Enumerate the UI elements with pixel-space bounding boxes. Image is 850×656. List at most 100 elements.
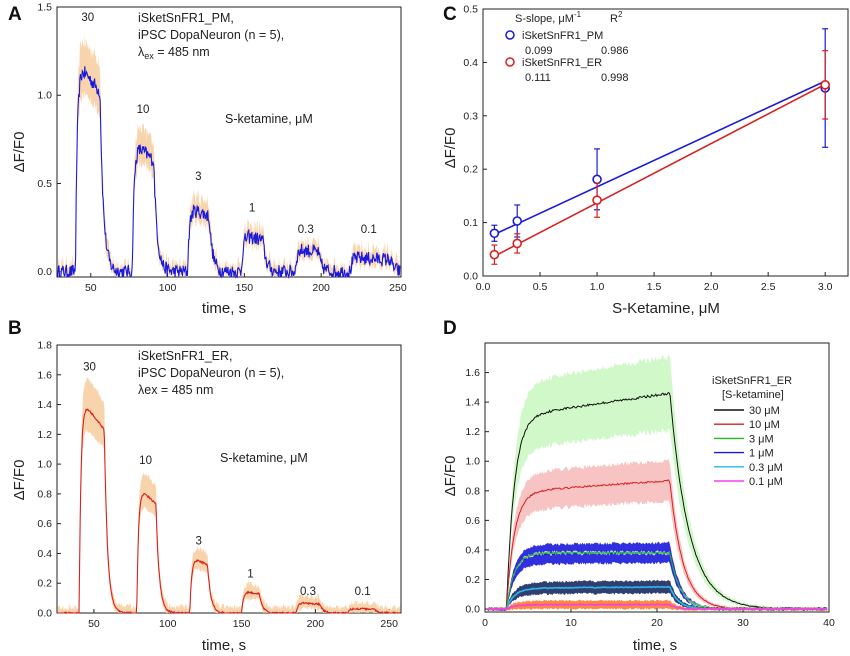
panel-d-legend-label: 3 μM	[749, 433, 774, 445]
panel-a-title-line-2: iPSC DopaNeuron (n = 5),	[138, 28, 284, 42]
panel-b-pulse-label: 10	[139, 455, 152, 467]
panel-d-x-tick-label: 10	[565, 617, 577, 629]
panel-b-pulse-label: 30	[83, 361, 96, 373]
panel-a-plot: 50 100 150 200 250 0.0 0.5 1.0 1.5 30 10 3 1 0.3 0.1	[37, 2, 406, 295]
panel-d-y-tick-label: 0.6	[465, 515, 480, 527]
panel-d-y-axis-label: ΔF/F0	[442, 456, 459, 497]
panel-c-data-point	[820, 80, 830, 90]
panel-b-pulse-label: 0.1	[355, 586, 371, 598]
panel-c-legend-slope-er: 0.111	[525, 72, 551, 84]
panel-c-data-point	[592, 174, 602, 185]
panel-d-y-tick-label: 1.2	[465, 426, 480, 438]
panel-d-x-axis-label: time, s	[633, 637, 677, 654]
panel-a-y-axis-label: ΔF/F0	[11, 132, 28, 173]
panel-a-frame	[56, 6, 402, 278]
panel-d-x-tick-label: 40	[823, 617, 835, 629]
panel-d-y-tick-label: 0.4	[465, 544, 480, 556]
panel-a: A 50 100 150 200 250 0.0 0.5 1.0 1.5 30 10 3 1 0.3 0.1…	[8, 2, 407, 318]
panel-a-pulse-label: 0.3	[298, 224, 314, 236]
panel-c-y-axis-label: ΔF/F0	[442, 128, 459, 169]
panel-b-y-tick-label: 1.4	[37, 399, 52, 411]
panel-d-y-tick-label: 0.8	[465, 485, 480, 497]
panel-b-y-tick-label: 0.8	[37, 488, 52, 500]
panel-b-plot: 50 100 150 200 250 0.0 0.2 0.4 0.6 0.8 1.0 1.2 1.4 1.…	[37, 340, 402, 630]
panel-b-pulse-label: 1	[247, 568, 253, 580]
panel-b-x-tick-label: 200	[307, 618, 325, 630]
panel-c-legend-slope-pm: 0.099	[525, 45, 553, 57]
panel-a-pulse-label: 3	[195, 171, 201, 183]
panel-c-data-point	[512, 238, 523, 249]
panel-a-x-tick-label: 150	[236, 282, 254, 294]
panel-b-x-tick-label: 150	[233, 618, 251, 630]
panel-d-band-3	[487, 541, 828, 612]
panel-a-lambda: λex = 485 nm	[138, 45, 210, 61]
panel-letter-c: C	[443, 4, 457, 25]
panel-c-y-tick-label: 0.4	[463, 57, 478, 69]
panel-c-x-tick-label: 2.0	[704, 281, 719, 293]
panel-a-pulse-label: 30	[81, 12, 94, 24]
panel-d: D 0 10 20 30 40 0.0 0.2 0.4 0.6 0.8 1.0 1.2 1.4 1.6 i…	[442, 318, 835, 654]
panel-letter-b: B	[8, 318, 22, 339]
panel-c-frame	[482, 8, 849, 277]
panel-d-legend-title-2: [S-ketamine]	[722, 389, 784, 401]
panel-b-x-axis-label: time, s	[202, 637, 246, 654]
panel-c-fit-line-0	[494, 80, 826, 236]
panel-b-y-tick-label: 0.6	[37, 518, 52, 530]
panel-c-data-point	[592, 195, 602, 205]
panel-a-x-tick-label: 100	[159, 282, 177, 294]
panel-b-title-line-2: iPSC DopaNeuron (n = 5),	[138, 366, 284, 380]
panel-b-pulse-label: 3	[196, 536, 202, 548]
panel-c-legend-r2-pm: 0.986	[601, 45, 629, 57]
panel-a-y-tick-label: 1.5	[37, 2, 52, 14]
panel-d-x-tick-label: 30	[737, 617, 749, 629]
panel-c-x-tick-label: 1.0	[590, 281, 605, 293]
panel-b-title-line-1: iSketSnFR1_ER,	[138, 349, 232, 363]
panel-c-x-tick-label: 2.5	[761, 281, 776, 293]
panel-c: C 0.0 0.5 1.0 1.5 2.0 2.5 3.00.00.10.20.30.40.…	[442, 4, 849, 317]
panel-d-legend: 30 μM 10 μM 3 μM 1 μM 0.3 μM 0.1 μM	[714, 405, 783, 488]
panel-d-trace-5	[487, 603, 828, 611]
panel-d-legend-label: 10 μM	[749, 419, 780, 431]
panel-d-legend-label: 30 μM	[749, 405, 780, 417]
panel-b-y-tick-label: 1.0	[37, 459, 52, 471]
panel-c-legend-name-er: iSketSnFR1_ER	[522, 57, 602, 69]
panel-d-x-tick-label: 0	[482, 617, 488, 629]
panel-d-legend-title-1: iSketSnFR1_ER	[712, 375, 792, 387]
panel-b-y-tick-label: 0.0	[37, 608, 52, 620]
panel-a-x-axis-label: time, s	[202, 300, 246, 317]
panel-d-legend-label: 0.3 μM	[749, 462, 783, 474]
panel-b-trace	[57, 408, 401, 615]
panel-a-y-tick-label: 0.5	[37, 178, 52, 190]
panel-c-y-tick-label: 0.3	[463, 110, 478, 122]
panel-b-y-tick-label: 0.2	[37, 578, 52, 590]
panel-d-y-tick-label: 1.6	[465, 367, 480, 379]
panel-c-y-tick-label: 0.5	[463, 4, 478, 16]
panel-c-x-axis-label: S-Ketamine, μM	[612, 300, 720, 317]
panel-c-data-point	[489, 228, 500, 239]
panel-a-pulse-label: 1	[249, 203, 255, 215]
panel-d-y-tick-label: 0.0	[465, 604, 480, 616]
panel-d-plot: 0 10 20 30 40 0.0 0.2 0.4 0.6 0.8 1.0 1.2 1.4 1.6	[465, 342, 835, 629]
panel-b: B 50 100 150 200 250 0.0 0.2 0.4 0.6 0.8 1.0 1.2 1.4…	[8, 318, 402, 654]
panel-a-compound-label: S-ketamine, μM	[225, 112, 313, 126]
panel-a-x-tick-label: 250	[389, 282, 407, 294]
panel-c-legend-name-pm: iSketSnFR1_PM	[522, 30, 603, 42]
panel-b-x-tick-label: 50	[88, 618, 100, 630]
panel-c-legend-header-r2: R2	[610, 10, 623, 25]
panel-a-x-tick-label: 200	[312, 282, 330, 294]
panel-letter-a: A	[8, 4, 22, 25]
panel-c-x-tick-label: 0.0	[476, 281, 491, 293]
panel-b-x-tick-label: 250	[380, 618, 398, 630]
panel-a-x-tick-label: 50	[85, 282, 97, 294]
panel-b-error-band	[57, 377, 401, 613]
panel-a-title-line-1: iSketSnFR1_PM,	[138, 11, 234, 25]
panel-d-legend-label: 1 μM	[749, 448, 774, 460]
panel-a-pulse-label: 10	[137, 104, 150, 116]
panel-b-pulse-label: 0.3	[300, 586, 316, 598]
panel-a-pulse-label: 0.1	[361, 224, 377, 236]
panel-b-y-tick-label: 1.2	[37, 429, 52, 441]
panel-d-y-tick-label: 1.4	[465, 397, 480, 409]
panel-b-compound-label: S-ketamine, μM	[220, 451, 308, 465]
panel-c-legend-marker-er	[505, 57, 515, 67]
